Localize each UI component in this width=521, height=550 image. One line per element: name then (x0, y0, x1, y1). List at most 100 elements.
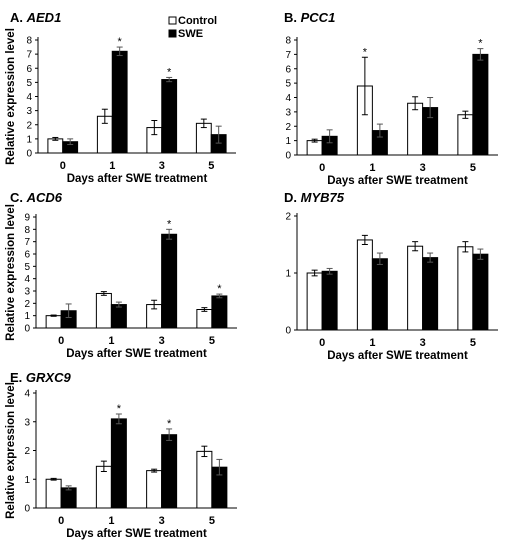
bar-control-day-0 (306, 140, 323, 156)
x-axis-title: Days after SWE treatment (327, 350, 468, 362)
y-tick-label: 4 (24, 274, 30, 285)
significance-star: * (118, 36, 123, 48)
y-tick-label: 4 (24, 389, 30, 400)
significance-star: * (167, 66, 172, 78)
gene-name: ACD6 (26, 190, 63, 205)
y-tick-label: 0 (24, 504, 30, 515)
bar-swe-day-3 (422, 257, 439, 331)
x-tick-label: 0 (319, 162, 325, 174)
y-tick-label: 0 (285, 151, 291, 162)
bar-control-day-1 (95, 465, 112, 509)
y-tick-label: 2 (24, 299, 30, 310)
legend: Control SWE (168, 15, 217, 40)
y-tick-label: 6 (285, 64, 291, 75)
y-tick-label: 2 (285, 122, 291, 133)
panel-title: B. PCC1 (284, 10, 335, 25)
x-tick-label: 5 (208, 160, 214, 172)
y-tick-label: 1 (24, 475, 30, 486)
x-axis-title: Days after SWE treatment (66, 528, 207, 540)
significance-star: * (478, 38, 483, 50)
y-tick-label: 8 (285, 36, 291, 47)
x-tick-label: 3 (159, 160, 165, 172)
y-tick-label: 8 (26, 36, 32, 47)
bar-control-day-3 (407, 102, 424, 156)
x-tick-label: 3 (420, 162, 426, 174)
bar-control-day-5 (457, 114, 474, 156)
significance-star: * (363, 46, 368, 58)
y-tick-label: 9 (24, 213, 30, 224)
gene-name: AED1 (26, 10, 62, 25)
y-tick-label: 8 (24, 225, 30, 236)
y-axis-title: Relative expression level (5, 382, 17, 519)
x-axis-title: Days after SWE treatment (327, 175, 468, 187)
y-tick-label: 4 (26, 92, 32, 103)
panel-pcc1: B. PCC1 0 1 2 3 4 5 6 7 8 0 1 * 3 5 * Days after SWE tre… (284, 10, 498, 187)
significance-star: * (117, 403, 122, 415)
y-tick-label: 1 (24, 311, 30, 322)
y-tick-label: 3 (24, 287, 30, 298)
bar-swe-day-3 (161, 233, 178, 329)
y-tick-label: 0 (26, 149, 32, 160)
significance-star: * (217, 283, 222, 295)
gene-name: MYB75 (301, 190, 345, 205)
y-tick-label: 1 (285, 136, 291, 147)
bar-swe-day-1 (111, 50, 128, 154)
bar-control-day-0 (47, 138, 64, 154)
bar-control-day-3 (146, 470, 163, 509)
y-tick-label: 6 (24, 250, 30, 261)
y-tick-label: 6 (26, 64, 32, 75)
bar-swe-day-0 (321, 270, 338, 331)
x-tick-label: 3 (159, 335, 165, 347)
x-tick-label: 0 (58, 335, 64, 347)
panel-title: E. GRXC9 (10, 370, 71, 385)
legend-swe-swatch (168, 29, 177, 38)
legend-control-swatch (168, 16, 177, 25)
gene-name: PCC1 (301, 10, 336, 25)
bar-control-day-5 (457, 246, 474, 331)
x-tick-label: 1 (108, 335, 114, 347)
panel-letter: E. (10, 370, 26, 385)
bar-control-day-5 (196, 309, 213, 329)
bar-swe-day-5 (472, 253, 489, 331)
legend-swe-label: SWE (178, 28, 203, 40)
panel-title: A. AED1 (10, 10, 61, 25)
x-tick-label: 1 (108, 515, 114, 527)
y-axis-title: Relative expression level (5, 28, 17, 165)
x-tick-label: 3 (159, 515, 165, 527)
bar-swe-day-5 (211, 295, 228, 329)
y-tick-label: 2 (285, 212, 291, 223)
y-tick-label: 5 (285, 79, 291, 90)
y-tick-label: 5 (24, 262, 30, 273)
bar-swe-day-0 (60, 487, 77, 509)
x-axis-title: Days after SWE treatment (67, 173, 208, 185)
significance-star: * (167, 218, 172, 230)
x-tick-label: 0 (319, 337, 325, 349)
bar-control-day-1 (356, 239, 373, 331)
y-tick-label: 2 (26, 120, 32, 131)
x-axis-title: Days after SWE treatment (66, 348, 207, 360)
y-tick-label: 1 (285, 269, 291, 280)
bar-control-day-0 (45, 478, 62, 509)
panel-title: D. MYB75 (284, 190, 345, 205)
bar-control-day-1 (95, 292, 112, 329)
bar-swe-day-3 (161, 79, 178, 154)
panel-letter: A. (10, 10, 27, 25)
panel-letter: B. (284, 10, 301, 25)
y-tick-label: 3 (285, 107, 291, 118)
y-tick-label: 0 (285, 326, 291, 337)
bar-swe-day-5 (472, 53, 489, 156)
bar-swe-day-1 (371, 258, 388, 331)
bar-control-day-5 (196, 450, 213, 509)
panel-letter: D. (284, 190, 301, 205)
y-tick-label: 3 (24, 417, 30, 428)
y-tick-label: 7 (24, 237, 30, 248)
bar-swe-day-1 (110, 418, 127, 509)
x-tick-label: 1 (109, 160, 115, 172)
bar-control-day-0 (45, 315, 62, 329)
y-tick-label: 2 (24, 446, 30, 457)
